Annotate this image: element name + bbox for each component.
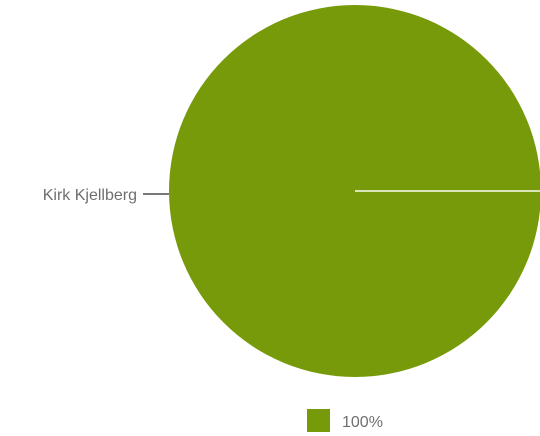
pie-slices: [169, 5, 540, 377]
legend: 100%: [307, 409, 383, 432]
legend-swatch: [307, 409, 330, 432]
slice-labels: Kirk Kjellberg: [43, 187, 169, 204]
slice-label: Kirk Kjellberg: [43, 187, 137, 204]
legend-label: 100%: [342, 414, 383, 431]
pie-slice[interactable]: [169, 5, 540, 377]
